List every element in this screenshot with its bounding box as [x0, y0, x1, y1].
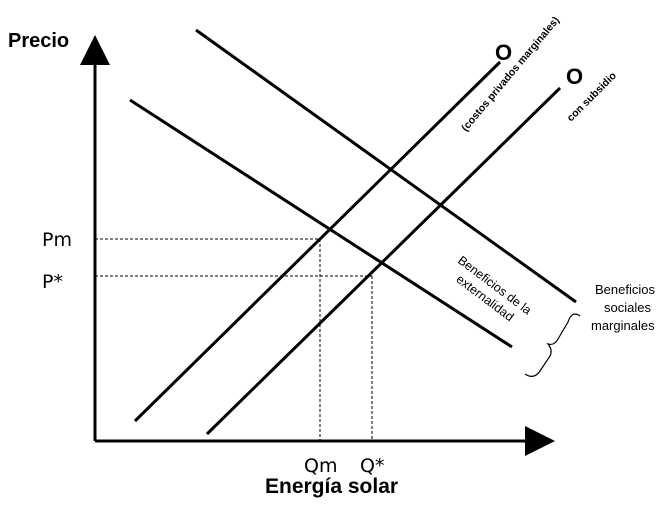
demand-curve-private [129, 98, 513, 349]
social-benefits-line3: marginales [591, 318, 655, 333]
externality-label: Beneficios de la externalidad [454, 253, 535, 324]
qstar-label: Q* [360, 455, 384, 477]
y-axis-label: Precio [8, 30, 69, 52]
supply-curve-private [133, 60, 502, 423]
social-benefits-line1: Beneficios [595, 282, 655, 297]
supply-subsidy-letter: O [566, 64, 583, 89]
social-benefits-line2: sociales [604, 300, 651, 315]
social-benefits-brace [524, 313, 581, 377]
supply-private-letter: O [495, 40, 512, 65]
supply-private-label: (costos privados marginales) [459, 14, 562, 133]
pstar-label: P* [42, 271, 63, 293]
supply-curve-subsidy [205, 86, 562, 436]
demand-curve-social [195, 28, 577, 304]
qm-label: Qm [304, 455, 337, 477]
x-axis-label: Energía solar [265, 475, 398, 498]
pm-label: Pm [42, 229, 72, 251]
